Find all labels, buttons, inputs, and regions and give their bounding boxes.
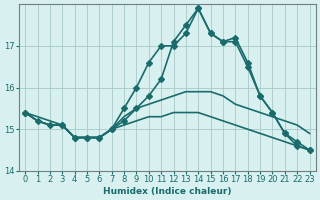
X-axis label: Humidex (Indice chaleur): Humidex (Indice chaleur) [103,187,232,196]
